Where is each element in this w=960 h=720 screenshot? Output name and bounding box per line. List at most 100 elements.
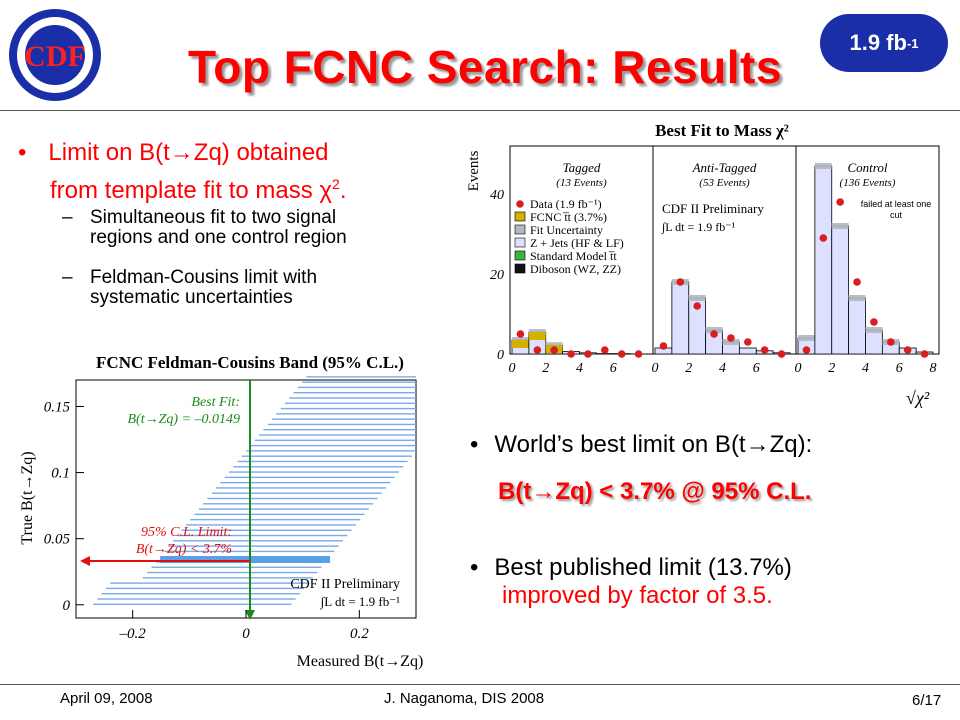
chart-ytick-label: 20 <box>490 268 504 283</box>
chart-xtick-label: 2 <box>685 361 692 376</box>
fit-uncertainty-bar <box>798 335 815 341</box>
fc-lumi: ∫L dt = 1.9 fb⁻¹ <box>320 594 400 610</box>
panel-subtitle: (53 Events) <box>699 177 750 189</box>
chart-prelim: CDF II Preliminary <box>662 201 764 216</box>
fit-bar <box>814 165 833 355</box>
fc-band-row <box>203 503 374 505</box>
data-point <box>836 198 844 206</box>
fit-uncertainty-bar <box>688 295 706 301</box>
fit-uncertainty-bar <box>722 339 740 345</box>
fit-bar <box>738 347 757 355</box>
chart-ylabel: Events <box>466 150 482 191</box>
footer-date: April 09, 2008 <box>60 690 153 707</box>
limit-value: B(t→Zq) < 3.7% <box>136 542 232 557</box>
chart-xlabel: √χ² <box>906 388 930 408</box>
data-point <box>920 350 929 358</box>
fc-band-row <box>246 450 416 452</box>
fc-band-row <box>147 571 318 574</box>
fit-bar <box>865 329 883 355</box>
fc-prelim: CDF II Preliminary <box>290 577 400 592</box>
fc-band-row <box>233 466 404 468</box>
chart-annotation: failed at least one cut <box>860 199 932 220</box>
fc-band-row <box>194 513 365 516</box>
fc-band-row <box>173 540 344 542</box>
data-point <box>853 278 861 286</box>
data-point <box>617 350 626 358</box>
fc-band-row <box>263 429 416 431</box>
page-title: Top FCNC Search: Results <box>188 41 782 93</box>
fc-band-row <box>198 508 369 510</box>
fc-band-row <box>241 455 412 457</box>
fc-band-row <box>160 555 331 563</box>
data-point <box>533 346 542 354</box>
lumi-badge: 1.9 fb -1 <box>820 14 948 72</box>
data-point <box>601 346 609 354</box>
chart-ytick-label: 40 <box>490 188 504 203</box>
sub2-line2: systematic uncertainties <box>90 287 293 308</box>
fc-band-row <box>289 397 416 399</box>
fit-uncertainty-bar <box>705 327 723 333</box>
chart-xtick-label: 6 <box>753 361 760 376</box>
data-point <box>727 334 735 342</box>
chart-title: Best Fit to Mass χ² <box>655 121 789 140</box>
limit-label: 95% C.L. Limit: <box>141 525 232 540</box>
bullet-3: • Best published limit (13.7%) improved b… <box>470 554 950 610</box>
fc-band-row <box>272 418 416 420</box>
chart-xtick-label: 4 <box>576 361 583 376</box>
bullet3-line1: Best published limit (13.7%) <box>494 554 792 581</box>
chart-xtick-label: 4 <box>719 361 726 376</box>
top-divider <box>0 110 960 111</box>
legend-swatch <box>514 211 526 222</box>
data-point <box>887 338 895 346</box>
panel-name: Anti-Tagged <box>692 160 757 175</box>
fc-ytick-label: 0.15 <box>44 399 71 415</box>
legend-swatch <box>516 200 524 208</box>
fc-band-row <box>216 487 387 489</box>
chart-xtick-label: 0 <box>795 361 802 376</box>
data-point <box>870 318 878 326</box>
data-point <box>903 346 912 354</box>
data-point <box>567 350 575 358</box>
fc-band-row <box>276 413 416 415</box>
fc-ylabel: True B(t→Zq) <box>19 451 36 544</box>
fit-bar <box>831 225 850 355</box>
data-point <box>693 302 701 310</box>
legend-swatch <box>514 224 526 235</box>
fc-band-row <box>237 460 408 463</box>
best-fit-value: B(t→Zq) = –0.0149 <box>128 412 241 427</box>
bullet3-line2: improved by factor of 3.5. <box>502 582 773 609</box>
fit-bar <box>671 281 690 355</box>
panel-subtitle: (13 Events) <box>556 177 607 189</box>
bullet2-text: World’s best limit on B(t→Zq): <box>494 431 813 458</box>
fc-band-row <box>306 376 416 378</box>
data-point <box>676 278 685 286</box>
legend-swatch <box>514 250 526 261</box>
fit-uncertainty-bar <box>831 223 849 229</box>
legend-swatch <box>514 237 526 248</box>
fc-band-row <box>181 529 352 531</box>
fc-band-row <box>297 386 416 389</box>
fit-bar <box>848 297 866 355</box>
fc-band-row <box>185 524 356 526</box>
fc-band-row <box>168 545 339 547</box>
chart-xtick-label: 8 <box>930 361 937 376</box>
fc-band-row <box>190 518 361 521</box>
bullet1-line2: from template fit to mass χ <box>50 177 333 204</box>
data-point <box>744 338 752 346</box>
bullet-2: • World’s best limit on B(t→Zq): <box>470 430 950 460</box>
limit-arrow-head <box>80 556 90 566</box>
fc-band-row <box>105 587 305 590</box>
fit-uncertainty-bar <box>814 163 832 169</box>
chart-xtick-label: 6 <box>610 361 617 376</box>
legend-swatch <box>514 263 526 274</box>
fc-ytick-label: 0.1 <box>51 466 70 482</box>
fc-xlabel: Measured B(t→Zq) <box>297 653 424 670</box>
sub-bullet-2: – Feldman-Cousins limit with systematic u… <box>62 268 462 308</box>
fc-band-row <box>101 593 300 595</box>
data-point <box>819 234 828 242</box>
bullet-dot: • <box>470 554 479 581</box>
fc-band-row <box>142 577 313 579</box>
fc-band-row <box>220 481 391 484</box>
best-fit-arrow-head <box>245 610 255 620</box>
fc-band-row <box>93 603 292 605</box>
